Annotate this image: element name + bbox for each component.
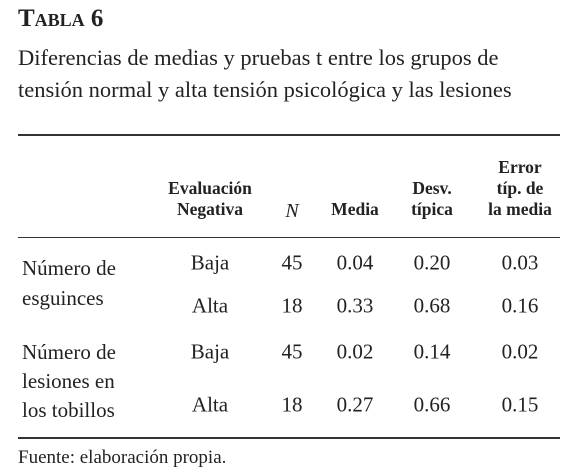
table-cell: 18: [281, 293, 303, 318]
table-title: Tabla 6: [18, 5, 104, 32]
table-cell: 18: [281, 392, 303, 417]
table-cell: Alta: [191, 392, 229, 417]
table-cell: 0.03: [501, 250, 539, 275]
table-cell: 0.14: [413, 339, 451, 364]
caption-line: tensión normal y alta tensión psicológic…: [18, 77, 512, 102]
table-cell: Baja: [190, 339, 230, 364]
column-header: la media: [488, 199, 552, 219]
table-cell: 45: [281, 250, 303, 275]
table-cell: 0.68: [413, 293, 451, 318]
column-header: Evaluación: [168, 178, 252, 198]
table-cell: Baja: [190, 250, 230, 275]
footer: Fuente: elaboración propia.: [18, 447, 227, 468]
column-header: típ. de: [496, 178, 544, 198]
bottom-rule: [18, 437, 560, 439]
table-cell: 45: [281, 339, 303, 364]
column-header: Error: [498, 157, 542, 177]
column-header: típica: [411, 199, 453, 219]
table-cell: 0.27: [336, 392, 374, 417]
row-group-label: Número de: [22, 340, 116, 364]
table-cell: 0.66: [413, 392, 451, 417]
table-cell: 0.20: [413, 250, 451, 275]
row-group-label: esguinces: [22, 286, 104, 310]
caption-line: Diferencias de medias y pruebas t entre …: [18, 45, 499, 70]
table-cell: 0.02: [336, 339, 374, 364]
table-cell: 0.16: [501, 293, 539, 318]
table-cell: 0.04: [336, 250, 374, 275]
top-rule: [18, 134, 560, 136]
column-header: Desv.: [412, 178, 452, 198]
header-rule: [18, 237, 560, 238]
table-cell: 0.02: [501, 339, 539, 364]
table-cell: Alta: [191, 293, 229, 318]
row-group-label: lesiones en: [22, 369, 115, 393]
column-header: N: [285, 200, 299, 222]
table-cell: 0.33: [336, 293, 374, 318]
column-header: Negativa: [176, 199, 244, 219]
row-group-label: Número de: [22, 256, 116, 280]
column-header: Media: [331, 199, 379, 219]
table-cell: 0.15: [501, 392, 539, 417]
row-group-label: los tobillos: [22, 398, 115, 422]
